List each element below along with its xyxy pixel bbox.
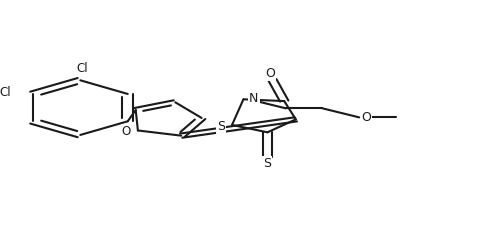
Text: Cl: Cl	[0, 86, 11, 98]
Text: S: S	[263, 158, 272, 170]
Text: N: N	[249, 92, 258, 105]
Text: S: S	[217, 120, 225, 133]
Text: O: O	[121, 125, 131, 138]
Text: Cl: Cl	[77, 62, 88, 75]
Text: O: O	[265, 66, 275, 80]
Text: O: O	[361, 111, 371, 124]
